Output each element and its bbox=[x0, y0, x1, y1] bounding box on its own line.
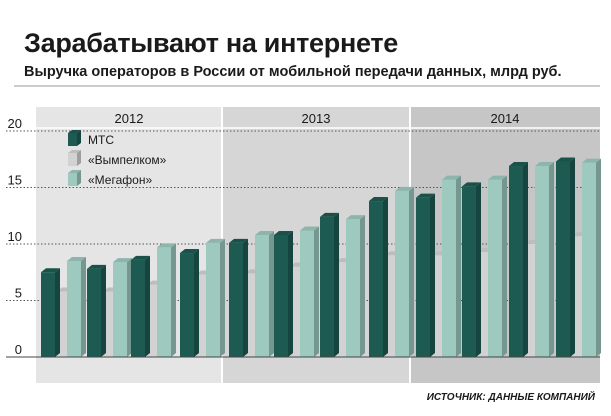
megafon-bar bbox=[582, 158, 601, 357]
chart-title: Зарабатывают на интернете bbox=[24, 28, 398, 58]
mts-bar bbox=[87, 264, 106, 357]
mts-bar bbox=[416, 193, 435, 357]
source-note: ИСТОЧНИК: ДАННЫЕ КОМПАНИЙ bbox=[426, 392, 595, 403]
legend-swatch bbox=[68, 133, 77, 146]
megafon-bar bbox=[157, 243, 176, 357]
y-tick-label: 15 bbox=[8, 173, 22, 188]
mts-bar bbox=[274, 230, 293, 357]
legend-item: «Вымпелком» bbox=[68, 150, 167, 167]
mts-bar bbox=[556, 157, 575, 357]
mts-bar bbox=[180, 249, 199, 357]
megafon-bar bbox=[346, 215, 365, 357]
mts-bar bbox=[229, 238, 248, 357]
chart-subtitle: Выручка операторов в России от мобильной… bbox=[24, 64, 562, 80]
megafon-bar bbox=[488, 175, 507, 357]
legend-swatch bbox=[68, 153, 77, 166]
legend-item: МТС bbox=[68, 130, 114, 147]
mts-bar bbox=[320, 212, 339, 357]
megafon-bar bbox=[255, 230, 274, 357]
year-label: 2013 bbox=[302, 111, 331, 126]
legend-label: «Вымпелком» bbox=[88, 153, 167, 167]
year-label: 2014 bbox=[491, 111, 520, 126]
mts-bar bbox=[462, 182, 481, 357]
mts-bar bbox=[509, 162, 528, 357]
megafon-bar bbox=[395, 186, 414, 357]
megafon-bar bbox=[300, 226, 319, 357]
legend-item: «Мегафон» bbox=[68, 170, 152, 187]
y-tick-label: 20 bbox=[8, 116, 22, 131]
legend-label: «Мегафон» bbox=[88, 173, 152, 187]
megafon-bar bbox=[113, 258, 132, 357]
legend-swatch bbox=[68, 173, 77, 186]
legend-label: МТС bbox=[88, 133, 114, 147]
mts-bar bbox=[369, 197, 388, 357]
megafon-bar bbox=[67, 256, 86, 357]
y-tick-label: 0 bbox=[15, 342, 22, 357]
y-tick-label: 5 bbox=[15, 286, 22, 301]
megafon-bar bbox=[442, 175, 461, 357]
megafon-bar bbox=[206, 238, 225, 357]
year-label: 2012 bbox=[115, 111, 144, 126]
mts-bar bbox=[131, 255, 150, 357]
megafon-bar bbox=[535, 162, 554, 357]
y-tick-label: 10 bbox=[8, 229, 22, 244]
mts-bar bbox=[41, 268, 60, 357]
